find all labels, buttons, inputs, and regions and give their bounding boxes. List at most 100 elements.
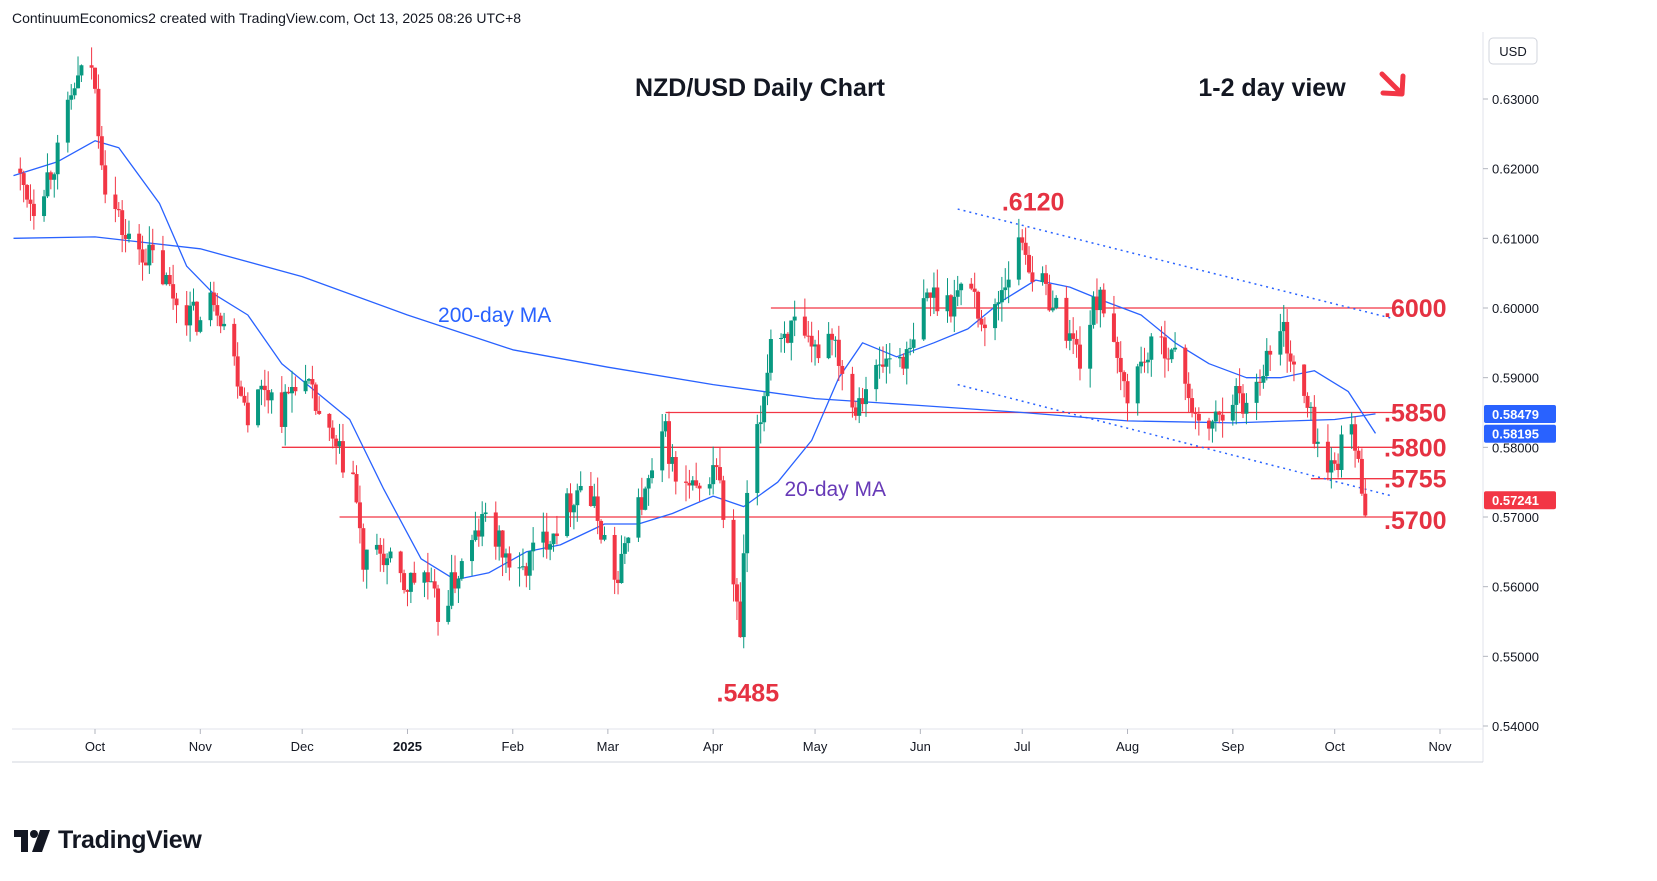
candle-body (860, 398, 865, 405)
time-tick-label: Nov (1428, 739, 1452, 754)
candle-body (1339, 434, 1344, 470)
candle-body (687, 482, 692, 486)
candle-body (76, 75, 81, 89)
candle-body (1268, 350, 1273, 355)
candle-body (503, 553, 508, 558)
candle-body (72, 88, 77, 96)
candle-body (21, 173, 26, 186)
candle-body (28, 199, 33, 204)
candle-body (578, 485, 583, 491)
candle-body (497, 530, 502, 547)
candle-body (286, 391, 291, 394)
candle-body (1312, 406, 1317, 444)
candle-body (1315, 441, 1320, 444)
candle-body (1111, 313, 1116, 342)
chart-credit: ContinuumEconomics2 created with Trading… (12, 10, 522, 26)
candle-body (459, 561, 464, 579)
candle-body (1006, 279, 1011, 288)
candle-body (880, 364, 885, 367)
candle-body (374, 544, 379, 550)
candle-body (619, 553, 624, 584)
time-axis[interactable]: Oct Nov Dec 2025 Feb Mar Apr May Jun Jul Aug Sep Oct… (85, 729, 1452, 754)
candle-body (99, 136, 104, 166)
candle-body (779, 338, 784, 340)
candle-body (908, 347, 913, 350)
candle-body (1003, 287, 1008, 291)
candle-body (1077, 344, 1082, 369)
candle-body (1349, 424, 1354, 435)
candle-body (96, 88, 101, 137)
candle-body (1115, 341, 1120, 358)
candle-body (1044, 273, 1049, 284)
candle-body (1016, 237, 1021, 280)
candle-body (755, 424, 760, 493)
candle-body (317, 410, 322, 414)
price-badge-value: 0.58195 (1492, 427, 1539, 442)
price-annotation: .5485 (717, 680, 780, 708)
candle-body (1210, 421, 1215, 429)
candle-body (551, 533, 556, 545)
candle-body (235, 356, 240, 387)
candle-body (1067, 333, 1072, 341)
candle-body (453, 572, 458, 589)
candle-body (541, 531, 546, 543)
candle-body (1135, 366, 1140, 404)
candle-body (816, 344, 821, 359)
candle-body (1159, 336, 1164, 338)
brand-name: TradingView (58, 826, 202, 854)
candle-body (1325, 441, 1330, 473)
time-tick-label: Dec (291, 739, 315, 754)
candle-body (588, 485, 593, 506)
candle-body (412, 572, 417, 583)
candle-body (999, 290, 1004, 303)
time-tick-label: May (803, 739, 828, 754)
candle-body (1186, 383, 1191, 399)
candle-body (1074, 338, 1079, 345)
candle-body (330, 427, 335, 439)
candle-body (1261, 375, 1266, 383)
candle-body (1244, 402, 1249, 414)
candle-body (18, 168, 23, 174)
price-badge: 0.58479 (1484, 404, 1556, 423)
price-axis[interactable]: 0.63000 0.62000 0.61000 0.60000 0.59000 0.580… (1483, 92, 1556, 734)
candle-body (483, 512, 488, 515)
candle-body (524, 566, 529, 576)
candle-body (279, 392, 284, 427)
candle-body (1308, 406, 1313, 408)
candle-body (357, 502, 362, 529)
candle-body (1166, 358, 1171, 360)
candle-body (1050, 308, 1055, 311)
candle-body (164, 274, 169, 285)
candle-body (1234, 386, 1239, 405)
currency-indicator[interactable]: USD (1488, 37, 1538, 65)
candle-body (303, 380, 308, 392)
candle-body (544, 531, 549, 550)
tradingview-logo[interactable]: TradingView (14, 826, 202, 855)
candle-body (863, 389, 868, 405)
price-tick-label: 0.62000 (1492, 162, 1539, 177)
candle-body (340, 441, 345, 473)
candle-body (1285, 321, 1290, 354)
candle-body (470, 540, 475, 562)
candle-body (1027, 254, 1032, 273)
candle-body (52, 174, 57, 180)
candle-body (612, 534, 617, 580)
candle-body (1281, 321, 1286, 332)
candle-body (1145, 359, 1150, 363)
ma-label: 20-day MA (784, 478, 886, 501)
candle-body (171, 284, 176, 299)
candle-body (113, 194, 118, 210)
candle-body (174, 298, 179, 306)
candle-body (554, 533, 559, 537)
candle-body (42, 196, 47, 217)
candle-body (982, 324, 987, 329)
candle-body (1193, 412, 1198, 414)
candle-body (1139, 361, 1144, 367)
candle-body (313, 384, 318, 411)
candle-body (1264, 350, 1269, 376)
candle-body (208, 292, 213, 321)
candle-body (1023, 242, 1028, 255)
candle-body (592, 496, 597, 506)
candle-body (388, 551, 393, 559)
